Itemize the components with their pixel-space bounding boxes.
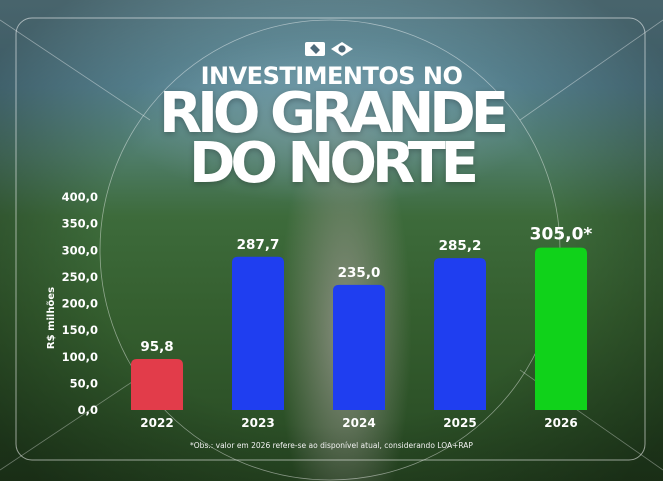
value-label-2025: 285,2 (439, 238, 482, 254)
bar-2026 (535, 247, 587, 410)
title-line-2: RIO GRANDE (158, 81, 509, 146)
y-tick-label: 250,0 (62, 270, 98, 284)
y-tick-label: 150,0 (62, 323, 98, 337)
y-tick-label: 200,0 (62, 297, 98, 311)
x-tick-label: 2022 (140, 416, 173, 430)
value-label-2022: 95,8 (140, 339, 173, 355)
y-tick-label: 400,0 (62, 190, 98, 204)
title-line-3: DO NORTE (188, 131, 479, 196)
value-label-2024: 235,0 (338, 265, 381, 281)
value-label-2026: 305,0* (530, 225, 593, 245)
y-tick-label: 300,0 (62, 243, 98, 257)
title-line-1: INVESTIMENTOS NO (200, 62, 463, 90)
bar-2022 (131, 358, 183, 410)
y-axis: 400,0 350,0 300,0 250,0 200,0 150,0 100,0 50,0 0… (62, 190, 98, 417)
bar-2025 (434, 258, 486, 410)
bar-2023 (232, 256, 284, 410)
brand-logo (305, 40, 361, 58)
governo-logo-box-icon (305, 42, 325, 56)
y-tick-label: 350,0 (62, 217, 98, 231)
x-axis: 2022 2023 2024 2025 2026 (140, 416, 577, 430)
y-tick-label: 100,0 (62, 350, 98, 364)
x-tick-label: 2024 (342, 416, 375, 430)
footnote: *Obs.: valor em 2026 refere-se ao dispon… (190, 441, 473, 450)
value-label-2023: 287,7 (237, 237, 280, 253)
bar-2024 (333, 284, 385, 410)
x-tick-label: 2023 (241, 416, 274, 430)
y-axis-label: R$ milhões (46, 287, 57, 349)
x-tick-label: 2026 (544, 416, 577, 430)
y-tick-label: 50,0 (70, 376, 98, 390)
governo-logo-diamond-icon (331, 42, 353, 56)
x-tick-label: 2025 (443, 416, 476, 430)
bars: 95,8 287,7 235,0 285,2 305,0* (131, 225, 592, 410)
y-tick-label: 0,0 (78, 403, 98, 417)
